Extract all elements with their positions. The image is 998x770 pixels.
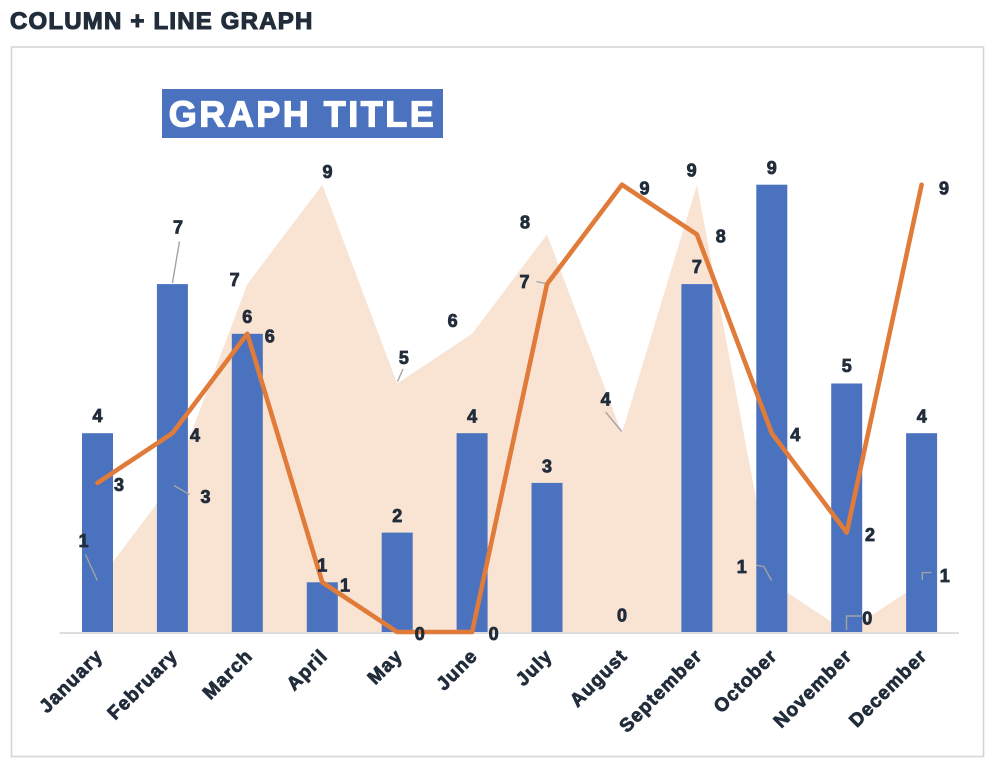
- svg-text:4: 4: [917, 406, 927, 426]
- svg-text:0: 0: [415, 624, 425, 644]
- svg-text:1: 1: [79, 531, 89, 551]
- svg-text:GRAPH TITLE: GRAPH TITLE: [169, 94, 437, 135]
- svg-text:9: 9: [939, 179, 949, 199]
- svg-text:7: 7: [519, 272, 529, 292]
- svg-text:9: 9: [639, 178, 649, 198]
- svg-text:7: 7: [230, 270, 240, 290]
- svg-text:0: 0: [617, 605, 627, 625]
- svg-text:9: 9: [687, 161, 697, 181]
- svg-text:4: 4: [190, 425, 200, 445]
- svg-text:1: 1: [340, 576, 350, 596]
- svg-text:1: 1: [737, 557, 747, 577]
- svg-text:7: 7: [173, 218, 183, 238]
- svg-text:6: 6: [265, 326, 275, 346]
- svg-text:COLUMN + LINE GRAPH: COLUMN + LINE GRAPH: [10, 8, 313, 35]
- svg-text:9: 9: [322, 162, 332, 182]
- svg-text:8: 8: [716, 226, 726, 246]
- svg-text:6: 6: [448, 311, 458, 331]
- svg-text:4: 4: [601, 389, 611, 409]
- svg-text:8: 8: [520, 212, 530, 232]
- svg-text:1: 1: [317, 556, 327, 576]
- svg-text:3: 3: [200, 487, 210, 507]
- svg-text:2: 2: [865, 525, 875, 545]
- svg-text:0: 0: [489, 624, 499, 644]
- svg-text:4: 4: [467, 406, 477, 426]
- svg-text:5: 5: [842, 356, 852, 376]
- svg-text:1: 1: [940, 566, 950, 586]
- svg-text:5: 5: [399, 348, 409, 368]
- svg-text:4: 4: [92, 406, 102, 426]
- svg-text:4: 4: [790, 425, 800, 445]
- svg-text:9: 9: [767, 158, 777, 178]
- svg-text:2: 2: [392, 506, 402, 526]
- svg-text:3: 3: [542, 456, 552, 476]
- svg-text:7: 7: [692, 257, 702, 277]
- svg-text:0: 0: [862, 609, 872, 629]
- svg-text:6: 6: [242, 307, 252, 327]
- svg-text:3: 3: [114, 475, 124, 495]
